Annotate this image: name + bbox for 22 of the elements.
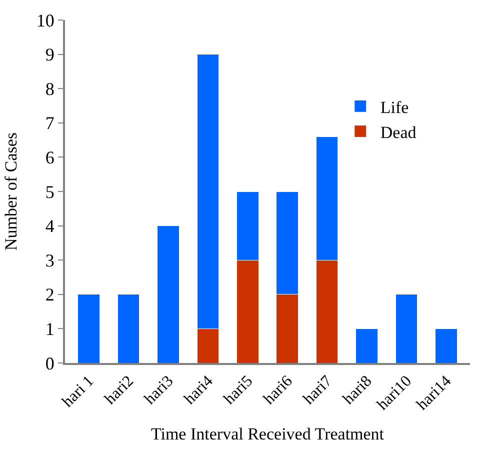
bar [395,294,418,363]
y-tick-label: 7 [45,113,54,134]
y-tick-label: 1 [45,319,54,339]
y-tick-label: 4 [45,216,54,236]
bar [117,294,140,363]
y-tick-label: 5 [45,182,54,202]
y-tick-label: 0 [45,353,54,374]
bar [157,226,180,363]
bar [435,328,458,363]
bar [78,294,100,363]
y-tick-label: 2 [45,284,54,305]
y-tick-label: 9 [45,44,54,65]
y-tick-label: 10 [36,10,54,30]
y-tick-label: 6 [45,148,54,168]
y-tick-label: 8 [45,78,54,99]
x-tick-label: hari 1 [59,372,98,411]
x-axis-title: Time Interval Received Treatment [150,424,384,444]
legend-label: Life [380,98,409,117]
y-axis-title: Number of Cases [1,132,20,251]
legend-label: Dead [380,122,417,142]
bar [356,328,378,363]
y-tick-label: 3 [45,250,54,270]
